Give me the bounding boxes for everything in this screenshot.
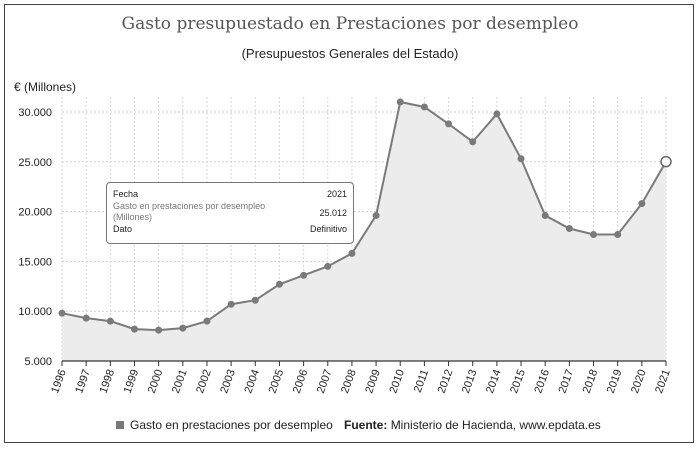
data-point[interactable] — [58, 309, 66, 317]
tooltip-dato-value: Definitivo — [309, 224, 347, 234]
data-point[interactable] — [445, 120, 453, 128]
data-tooltip: Fecha 2021 Gasto en prestaciones por des… — [106, 182, 354, 244]
chart-title: Gasto presupuestado en Prestaciones por … — [121, 14, 579, 34]
data-point[interactable] — [348, 249, 356, 257]
x-tick-labels: 1996 1997 1998 1999 2000 2001 2002 2003 2004 2005… — [49, 361, 673, 395]
x-tick-label: 1999 — [122, 368, 142, 395]
y-tick-label: 25.000 — [18, 157, 52, 169]
tooltip-series-label-line2: (Millones) — [113, 212, 153, 222]
x-tick-label: 2000 — [146, 368, 166, 395]
x-tick-label: 2004 — [242, 368, 262, 395]
x-tick-label: 2003 — [218, 368, 238, 395]
data-point[interactable] — [155, 326, 163, 334]
series-points — [58, 98, 672, 334]
data-point[interactable] — [590, 230, 598, 238]
y-tick-label: 5.000 — [24, 356, 52, 368]
data-point[interactable] — [565, 225, 573, 233]
tooltip-row-fecha: Fecha 2021 — [113, 188, 347, 201]
x-tick-label: 2019 — [605, 368, 625, 395]
x-tick-label: 2001 — [170, 368, 190, 395]
chart-subtitle: (Presupuestos Generales del Estado) — [241, 46, 459, 61]
tooltip-dato-label: Dato — [113, 224, 133, 234]
series-line — [61, 100, 667, 332]
data-point[interactable] — [372, 212, 380, 220]
data-point[interactable] — [396, 98, 404, 106]
data-point[interactable] — [203, 317, 211, 325]
x-tick-label: 2018 — [581, 368, 601, 395]
data-point[interactable] — [493, 110, 501, 118]
tooltip-series-label: Gasto en prestaciones por desempleo (Mill… — [113, 201, 265, 223]
data-point[interactable] — [106, 317, 114, 325]
y-tick-label: 20.000 — [18, 207, 52, 219]
data-point[interactable] — [179, 324, 187, 332]
data-point[interactable] — [469, 138, 477, 146]
x-tick-label: 2013 — [460, 368, 480, 395]
x-tick-label: 1997 — [73, 368, 93, 395]
y-tick-label: 10.000 — [18, 306, 52, 318]
y-tick-label: 15.000 — [18, 256, 52, 268]
x-tick-label: 2021 — [653, 368, 673, 395]
x-tick-label: 2008 — [339, 368, 359, 395]
data-point[interactable] — [251, 296, 259, 304]
chart-source: Fuente: Ministerio de Hacienda, www.epda… — [344, 418, 601, 432]
data-point[interactable] — [300, 271, 308, 279]
tooltip-series-value: 25.012 — [319, 208, 347, 218]
x-tick-label: 2020 — [629, 368, 649, 395]
data-point[interactable] — [614, 230, 622, 238]
y-tick-label: 30.000 — [18, 107, 52, 119]
data-point[interactable] — [420, 103, 428, 111]
data-point[interactable] — [82, 314, 90, 322]
data-point[interactable] — [541, 212, 549, 220]
x-tick-label: 1998 — [97, 368, 117, 395]
x-tick-label: 2016 — [532, 368, 552, 395]
data-point[interactable] — [324, 262, 332, 270]
x-tick-label: 2009 — [363, 368, 383, 395]
x-tick-label: 2002 — [194, 368, 214, 395]
x-tick-label: 2006 — [291, 368, 311, 395]
data-point[interactable] — [638, 200, 646, 208]
data-point-highlighted[interactable] — [660, 155, 672, 168]
data-point[interactable] — [130, 325, 138, 333]
tooltip-row-series: Gasto en prestaciones por desempleo (Mill… — [113, 201, 347, 223]
chart-legend[interactable]: Gasto en prestaciones por desempleo — [116, 418, 333, 432]
x-tick-label: 2005 — [267, 368, 287, 395]
y-tick-labels: 5.000 10.000 15.000 20.000 25.000 30.000 — [18, 107, 52, 368]
x-tick-label: 2007 — [315, 368, 335, 395]
y-axis-label: € (Millones) — [14, 80, 77, 94]
data-point[interactable] — [517, 155, 525, 163]
legend-swatch — [116, 421, 124, 429]
x-tick-label: 2010 — [387, 368, 407, 395]
x-tick-label: 2014 — [484, 368, 504, 395]
x-tick-label: 2011 — [412, 368, 431, 394]
tooltip-series-label-line1: Gasto en prestaciones por desempleo — [113, 201, 266, 211]
data-point[interactable] — [227, 300, 235, 308]
x-tick-label: 1996 — [49, 368, 69, 395]
source-label: Fuente: — [344, 418, 388, 432]
tooltip-fecha-value: 2021 — [326, 189, 347, 199]
tooltip-fecha-label: Fecha — [113, 189, 139, 199]
x-tick-label: 2012 — [436, 368, 456, 395]
x-tick-label: 2015 — [508, 368, 528, 395]
series-area — [62, 101, 666, 361]
legend-label: Gasto en prestaciones por desempleo — [130, 418, 333, 432]
x-tick-label: 2017 — [557, 368, 577, 395]
data-point[interactable] — [275, 280, 283, 288]
tooltip-row-dato: Dato Definitivo — [113, 223, 347, 236]
source-text: Ministerio de Hacienda, www.epdata.es — [390, 418, 601, 432]
